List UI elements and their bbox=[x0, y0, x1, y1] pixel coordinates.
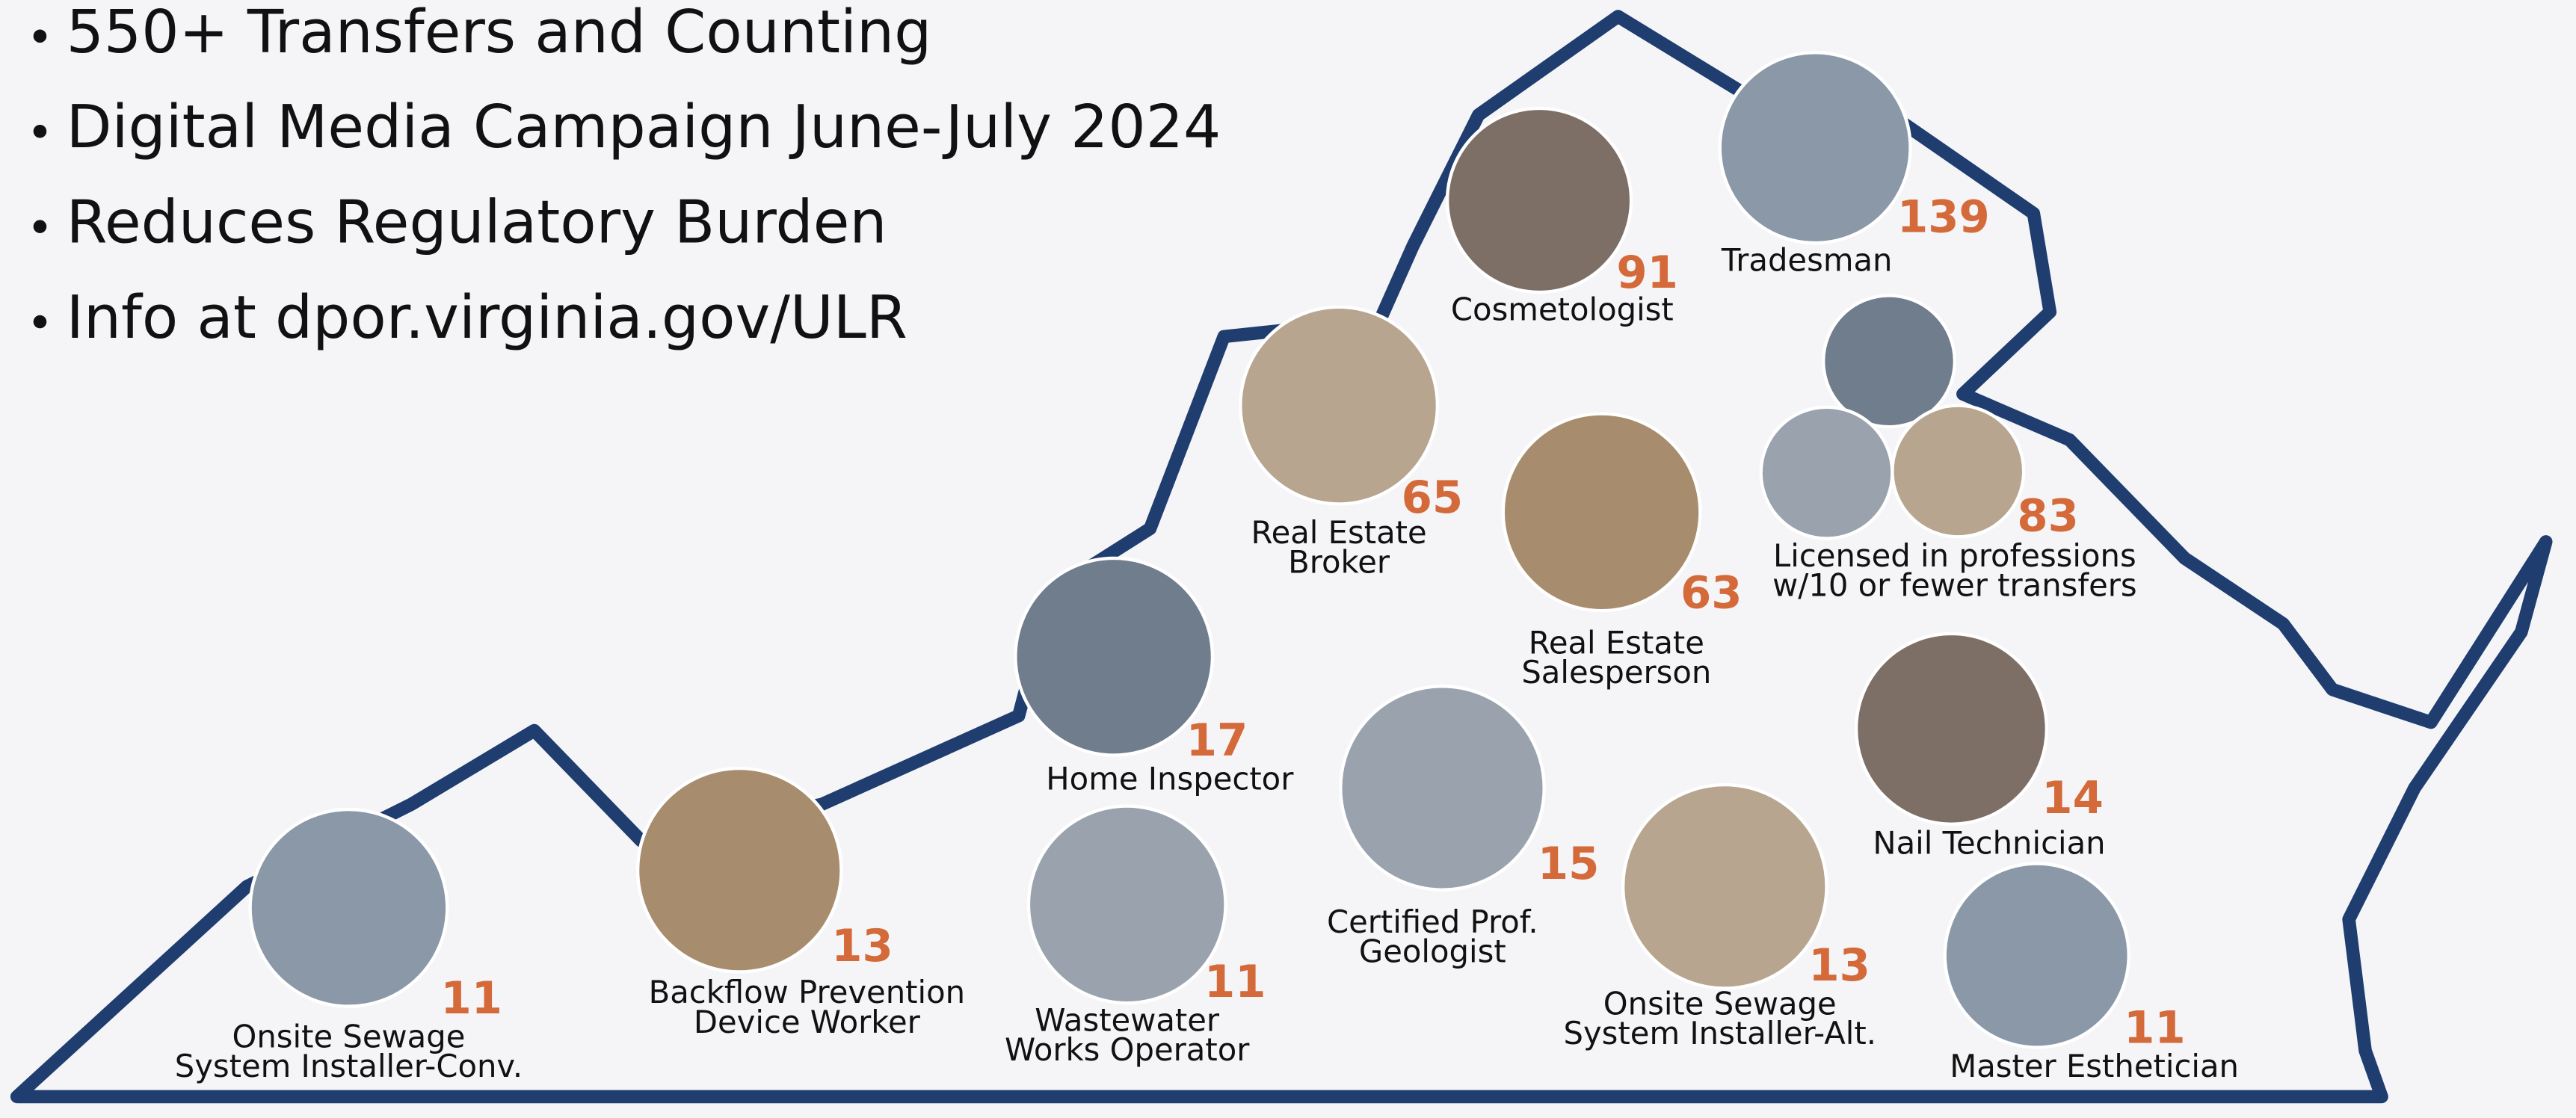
photo bbox=[1239, 305, 1440, 506]
label: Device Worker bbox=[694, 1004, 921, 1040]
photo bbox=[1821, 294, 1957, 429]
photo bbox=[635, 766, 843, 974]
label: Salesperson bbox=[1521, 654, 1711, 691]
photo bbox=[1014, 556, 1215, 757]
bullet-dot bbox=[33, 220, 47, 233]
label: Licensed in professions bbox=[1773, 537, 2136, 574]
count: 14 bbox=[2042, 772, 2104, 824]
label: Works Operator bbox=[1005, 1031, 1250, 1068]
count: 11 bbox=[1204, 956, 1266, 1007]
photo bbox=[248, 807, 449, 1008]
label: System Installer-Alt. bbox=[1564, 1015, 1876, 1051]
bullet-dot bbox=[33, 315, 47, 329]
photo bbox=[1759, 405, 1894, 540]
count: 91 bbox=[1616, 247, 1678, 298]
label: Cosmetologist bbox=[1451, 291, 1674, 327]
bullet-dot bbox=[33, 124, 47, 138]
label: Onsite Sewage bbox=[232, 1019, 466, 1055]
label: Geologist bbox=[1359, 933, 1506, 969]
photo bbox=[1943, 862, 2130, 1049]
count: 17 bbox=[1186, 714, 1248, 766]
photo bbox=[1718, 51, 1912, 245]
label: System Installer-Conv. bbox=[175, 1048, 523, 1084]
count: 13 bbox=[831, 920, 893, 972]
photo bbox=[1445, 106, 1633, 294]
label: Nail Technician bbox=[1873, 824, 2105, 861]
label: Home Inspector bbox=[1046, 761, 1294, 797]
count: 11 bbox=[440, 972, 502, 1024]
bullet-text: Digital Media Campaign June-July 2024 bbox=[67, 93, 1221, 161]
photo bbox=[1891, 404, 2026, 539]
count: 65 bbox=[1402, 472, 1464, 523]
count: 83 bbox=[2017, 489, 2079, 541]
count: 15 bbox=[1538, 838, 1600, 889]
photo bbox=[1854, 631, 2049, 826]
bullet-text: Info at dpor.virginia.gov/ULR bbox=[67, 283, 908, 352]
count: 13 bbox=[1808, 939, 1870, 991]
label: Broker bbox=[1288, 544, 1390, 581]
count: 11 bbox=[2124, 1002, 2186, 1054]
bullet-list: 550+ Transfers and Counting Digital Media… bbox=[33, 0, 1221, 352]
label: w/10 or fewer transfers bbox=[1772, 566, 2137, 603]
bullet-text: Reduces Regulatory Burden bbox=[67, 188, 887, 257]
label: Backflow Prevention bbox=[649, 974, 966, 1010]
label: Real Estate bbox=[1251, 514, 1426, 551]
photo bbox=[1501, 412, 1702, 613]
label: Real Estate bbox=[1529, 624, 1704, 661]
label: Tradesman bbox=[1721, 241, 1893, 278]
label: Onsite Sewage bbox=[1603, 986, 1837, 1022]
photo bbox=[1621, 782, 1828, 990]
label: Wastewater bbox=[1035, 1002, 1220, 1039]
label: Master Esthetician bbox=[1950, 1048, 2239, 1084]
photo bbox=[1026, 804, 1227, 1005]
photo bbox=[1339, 685, 1546, 892]
count: 139 bbox=[1897, 191, 1990, 242]
count: 63 bbox=[1680, 567, 1743, 619]
bullet-text: 550+ Transfers and Counting bbox=[67, 0, 932, 67]
bullet-dot bbox=[33, 29, 47, 43]
label: Certified Prof. bbox=[1327, 904, 1538, 940]
